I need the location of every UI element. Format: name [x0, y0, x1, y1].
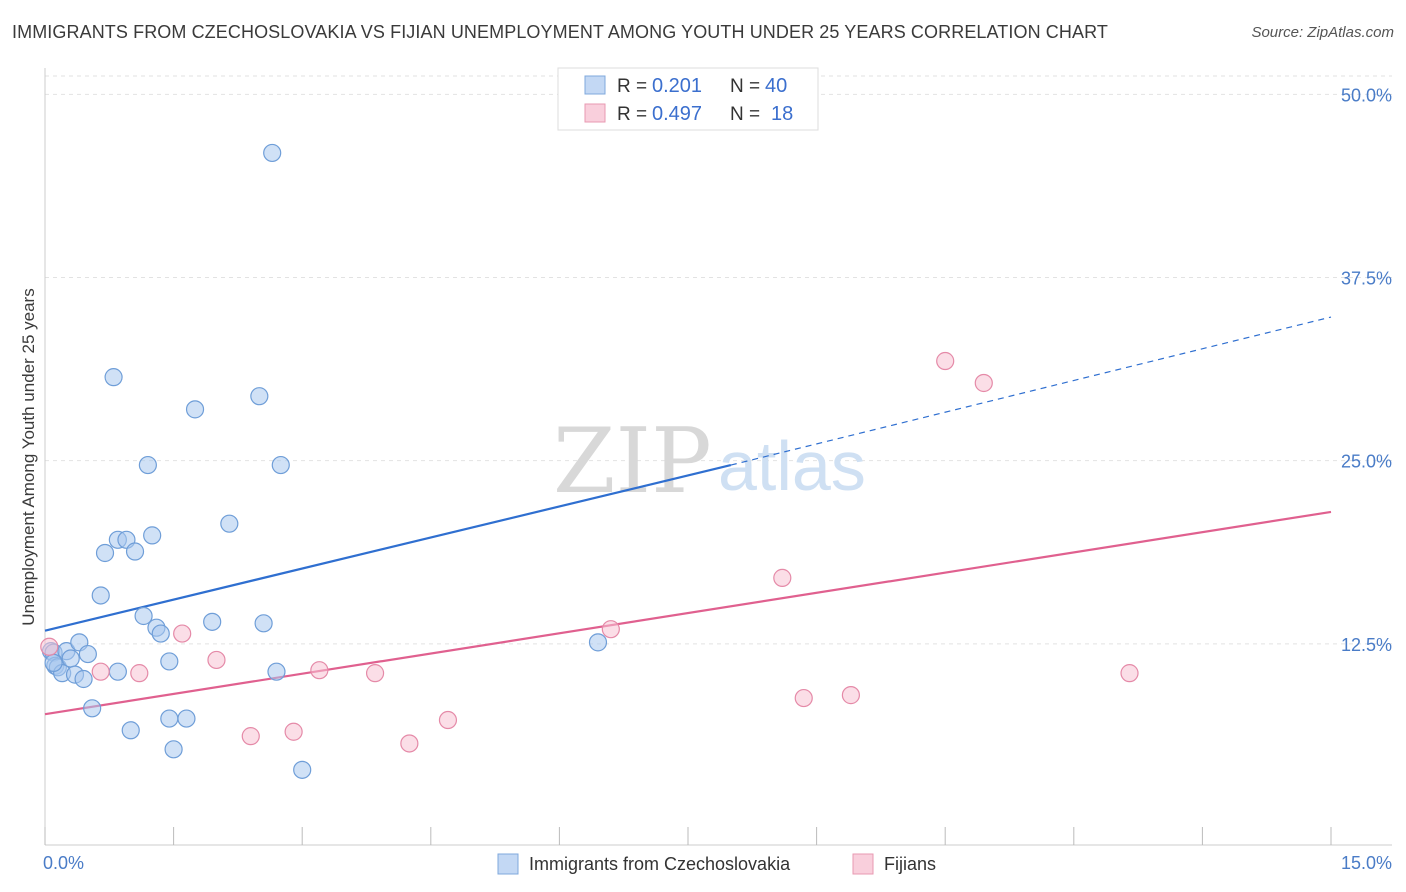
data-point-s0-25: [220, 514, 239, 533]
legend-r-value-czech: 0.201: [652, 75, 702, 97]
y-tick-label-1: 25.0%: [1341, 452, 1392, 472]
trend-line-extension-0: [730, 316, 1332, 466]
y-tick-label-3: 50.0%: [1341, 85, 1392, 105]
data-point-s1-17: [1120, 664, 1139, 683]
data-point-s0-38: [108, 662, 127, 681]
watermark: ZIP atlas: [553, 409, 866, 514]
bottom-legend-label-fijian: Fijians: [884, 854, 936, 874]
data-point-s0-23: [185, 400, 205, 419]
data-point-s0-10: [78, 644, 97, 664]
data-point-s0-34: [160, 709, 179, 728]
data-point-s0-37: [293, 760, 312, 779]
data-point-s1-4: [207, 650, 226, 670]
data-point-s0-33: [121, 721, 140, 740]
data-point-s1-12: [773, 568, 792, 587]
x-tick-label-1: 15.0%: [1341, 853, 1392, 873]
data-point-s0-26: [250, 387, 269, 406]
data-point-s0-31: [588, 633, 608, 652]
data-point-s1-8: [365, 664, 385, 683]
legend-r-value-fijian: 0.497: [652, 103, 702, 125]
watermark-zip: ZIP: [553, 409, 712, 514]
data-point-s0-36: [164, 740, 183, 759]
series-legend: Immigrants from Czechoslovakia Fijians: [497, 853, 936, 875]
data-point-s1-15: [936, 351, 955, 371]
data-point-s1-5: [241, 727, 260, 746]
data-point-s0-16: [125, 542, 145, 561]
data-point-s0-35: [177, 709, 196, 728]
data-point-s0-12: [95, 543, 115, 563]
grid-lines: [45, 75, 1392, 645]
data-point-s1-0: [40, 637, 59, 656]
data-point-s1-10: [438, 710, 458, 730]
data-points: [40, 143, 1139, 779]
data-point-s0-39: [44, 653, 63, 672]
watermark-atlas: atlas: [718, 427, 866, 505]
data-point-s1-14: [841, 686, 860, 705]
bottom-legend-swatch-fijian: [852, 853, 874, 875]
data-point-s1-7: [310, 661, 329, 680]
data-point-s0-17: [134, 606, 153, 626]
chart-source: Source: ZipAtlas.com: [1251, 24, 1394, 41]
tick-labels: 12.5% 25.0% 37.5% 50.0% 0.0% 15.0%: [43, 85, 1392, 873]
data-point-s0-22: [160, 652, 179, 671]
data-point-s1-13: [794, 688, 813, 708]
data-point-s0-32: [83, 699, 102, 718]
legend-swatch-fijian: [584, 103, 606, 123]
legend-r-label-fijian: R =: [617, 104, 647, 125]
legend-n-value-czech: 40: [765, 75, 787, 97]
data-point-s0-27: [254, 614, 273, 633]
x-tick-label-0: 0.0%: [43, 853, 84, 873]
legend-r-label-czech: R =: [617, 76, 647, 97]
legend-n-value-fijian: 18: [771, 103, 793, 125]
trend-line-1: [44, 510, 1332, 716]
data-point-s1-1: [91, 662, 110, 681]
legend-n-label-czech: N =: [730, 76, 760, 97]
data-point-s0-6: [61, 649, 80, 668]
data-point-s0-18: [138, 455, 157, 475]
data-point-s0-30: [263, 143, 282, 163]
data-point-s0-19: [143, 526, 162, 545]
data-point-s1-9: [400, 734, 419, 753]
trend-line-0: [44, 463, 732, 632]
data-point-s1-16: [974, 373, 993, 393]
data-point-s1-2: [130, 664, 149, 683]
chart-title: IMMIGRANTS FROM CZECHOSLOVAKIA VS FIJIAN…: [12, 22, 1108, 42]
y-axis-title: Unemployment Among Youth under 25 years: [19, 288, 38, 625]
data-point-s1-11: [601, 620, 620, 639]
correlation-legend: R = 0.201 N = 40 R = 0.497 N = 18: [557, 67, 819, 131]
axes: [44, 68, 1392, 846]
y-tick-label-0: 12.5%: [1341, 635, 1392, 655]
trend-lines: [44, 316, 1332, 716]
bottom-legend-label-czech: Immigrants from Czechoslovakia: [529, 854, 791, 874]
bottom-legend-swatch-czech: [497, 853, 519, 875]
legend-swatch-czech: [584, 75, 606, 95]
data-point-s0-9: [74, 669, 93, 689]
legend-n-label-fijian: N =: [730, 104, 760, 125]
data-point-s0-24: [203, 612, 222, 631]
y-tick-label-2: 37.5%: [1341, 268, 1392, 288]
data-point-s0-11: [91, 586, 110, 605]
data-point-s0-29: [271, 455, 290, 475]
data-point-s0-21: [151, 624, 170, 643]
data-point-s1-3: [173, 624, 192, 643]
data-point-s0-13: [104, 368, 123, 387]
data-point-s0-28: [267, 662, 286, 681]
data-point-s1-6: [284, 722, 303, 741]
